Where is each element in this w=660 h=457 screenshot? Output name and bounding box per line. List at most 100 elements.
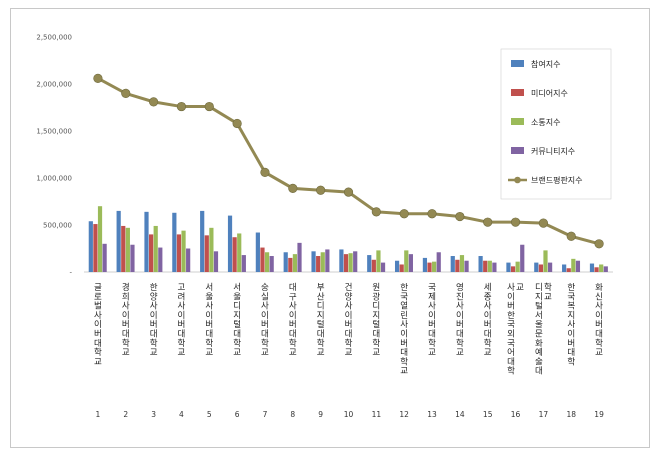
bar [538, 264, 543, 272]
bar [575, 260, 581, 272]
bar [181, 230, 186, 272]
bar [394, 260, 400, 272]
y-tick-label: 500,000 [43, 222, 72, 230]
bar [594, 267, 599, 272]
bar [520, 244, 525, 272]
bar [153, 225, 158, 272]
line-point [121, 88, 131, 98]
bar [288, 257, 293, 272]
bar [339, 249, 344, 272]
x-index-label: 6 [235, 410, 240, 419]
bar [209, 227, 214, 272]
legend-label: 미디어지수 [531, 88, 568, 98]
bar [316, 256, 321, 272]
x-index-label: 17 [539, 410, 549, 419]
bar [464, 260, 469, 272]
bar [241, 255, 246, 272]
bar [450, 256, 455, 272]
bar [483, 260, 488, 272]
bar [149, 234, 154, 272]
bar [176, 234, 182, 272]
legend-swatch [511, 147, 524, 154]
legend-label: 소통지수 [531, 118, 560, 127]
bar [227, 215, 233, 272]
bar [371, 259, 376, 272]
bar [534, 262, 539, 272]
line-point [232, 118, 242, 129]
y-tick-label: 2,000,000 [36, 81, 72, 89]
bar [158, 247, 163, 272]
legend-label: 커뮤니티지수 [531, 146, 575, 156]
legend-label: 참여지수 [531, 59, 560, 69]
line-point [455, 211, 465, 222]
x-index-label: 9 [318, 410, 323, 419]
bar [283, 252, 288, 272]
bar [380, 262, 386, 272]
line-point [93, 73, 103, 83]
bar [432, 261, 437, 272]
bar [422, 257, 428, 272]
bar [510, 266, 516, 272]
y-tick-label: 1,500,000 [36, 128, 72, 136]
bar [260, 247, 265, 272]
line-point [316, 185, 326, 195]
bar [436, 252, 441, 272]
y-tick-label: 2,500,000 [36, 34, 72, 42]
line-point [538, 218, 548, 228]
bar [515, 261, 520, 272]
brand-reputation-chart: - 500,000 1,000,000 1,500,000 2,000,000 2,500… [36, 34, 613, 419]
x-index-label: 18 [566, 410, 576, 419]
legend-swatch [511, 60, 524, 67]
line-point [204, 101, 214, 112]
legend-swatch [511, 89, 524, 96]
bar [408, 254, 413, 272]
x-index-label: 12 [399, 410, 409, 419]
bar [325, 249, 330, 272]
bar [311, 251, 316, 272]
bar [200, 210, 205, 272]
x-index-label: 15 [483, 410, 493, 419]
bar [97, 206, 103, 272]
bar [88, 221, 93, 272]
bar [427, 262, 432, 272]
bar [404, 250, 409, 272]
x-index-label: 8 [290, 410, 295, 419]
bar [204, 235, 209, 272]
line-point [566, 231, 576, 241]
bar [376, 250, 381, 272]
bar [487, 260, 492, 272]
x-index-label: 4 [179, 410, 184, 419]
line-point [149, 97, 159, 107]
line-series [93, 73, 604, 249]
bar [459, 255, 465, 272]
legend-marker [514, 176, 521, 184]
bar [353, 251, 358, 272]
bar [121, 225, 126, 272]
legend-label: 브랜드평판지수 [531, 175, 583, 185]
y-tick-label: 1,000,000 [36, 175, 72, 183]
bar [566, 268, 571, 272]
line-point [371, 207, 381, 217]
bar [571, 258, 576, 272]
line-point [343, 187, 354, 197]
bar [172, 212, 177, 272]
bar [543, 250, 548, 272]
legend-swatch [511, 118, 524, 125]
line-point [176, 101, 187, 112]
bar [399, 264, 404, 272]
